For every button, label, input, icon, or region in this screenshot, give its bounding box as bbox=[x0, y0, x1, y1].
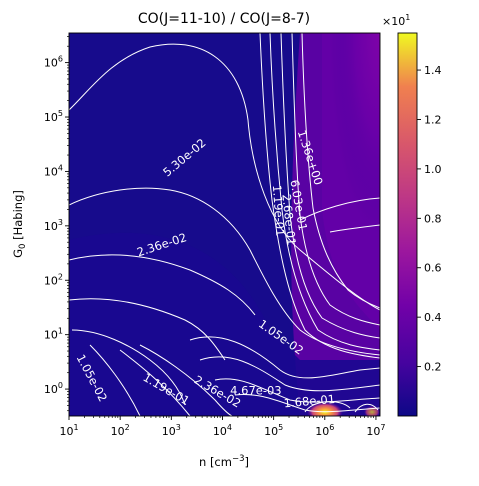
y-axis: 100 101 102 103 104 105 106 bbox=[44, 36, 69, 412]
x-axis: 101 102 103 104 105 106 107 bbox=[59, 416, 385, 438]
heatmap-hotspot bbox=[307, 402, 343, 416]
colorbar-ticks: 0.2 0.4 0.6 0.8 1.0 1.2 1.4 bbox=[417, 64, 442, 374]
y-tick-label: 106 bbox=[44, 55, 63, 70]
colorbar-tick-label: 0.8 bbox=[424, 212, 442, 225]
y-axis-label: G0 [Habing] bbox=[11, 190, 28, 258]
contour-label: 2.68e-01 bbox=[279, 193, 298, 246]
colorbar-tick-label: 0.2 bbox=[424, 361, 442, 374]
plot-frame bbox=[68, 32, 381, 417]
heatmap-mid-band bbox=[69, 232, 380, 416]
colorbar bbox=[397, 32, 418, 417]
x-axis-label: n [cm−3] bbox=[199, 454, 249, 469]
colorbar-tick-label: 0.4 bbox=[424, 311, 442, 324]
x-tick-label: 102 bbox=[111, 423, 130, 438]
y-tick-label: 105 bbox=[44, 109, 63, 124]
contour-label: 4.67e-03 bbox=[230, 383, 281, 397]
y-tick-label: 100 bbox=[44, 381, 63, 396]
chart-title: CO(J=11-10) / CO(J=8-7) bbox=[138, 11, 310, 27]
y-tick-label: 104 bbox=[44, 163, 63, 178]
contour-label: 1.19e-01 bbox=[270, 185, 288, 237]
x-tick-label: 104 bbox=[213, 423, 232, 438]
y-tick-label: 102 bbox=[44, 272, 63, 287]
x-tick-label: 107 bbox=[366, 423, 385, 438]
x-tick-label: 106 bbox=[315, 423, 334, 438]
colorbar-tick-label: 1.4 bbox=[424, 64, 442, 77]
y-tick-label: 101 bbox=[44, 327, 63, 342]
colorbar-tick-label: 1.2 bbox=[424, 113, 442, 126]
x-tick-label: 103 bbox=[162, 423, 181, 438]
colorbar-tick-label: 0.6 bbox=[424, 262, 442, 275]
x-tick-label: 101 bbox=[59, 423, 78, 438]
y-tick-label: 103 bbox=[44, 218, 63, 233]
contour-label: 1.68e-01 bbox=[283, 392, 335, 410]
colorbar-tick-label: 1.0 bbox=[424, 163, 442, 176]
contour-lines bbox=[69, 33, 380, 416]
x-tick-label: 105 bbox=[264, 423, 283, 438]
heatmap-corner-glow bbox=[330, 33, 380, 233]
colorbar-multiplier: ×101 bbox=[382, 13, 410, 28]
